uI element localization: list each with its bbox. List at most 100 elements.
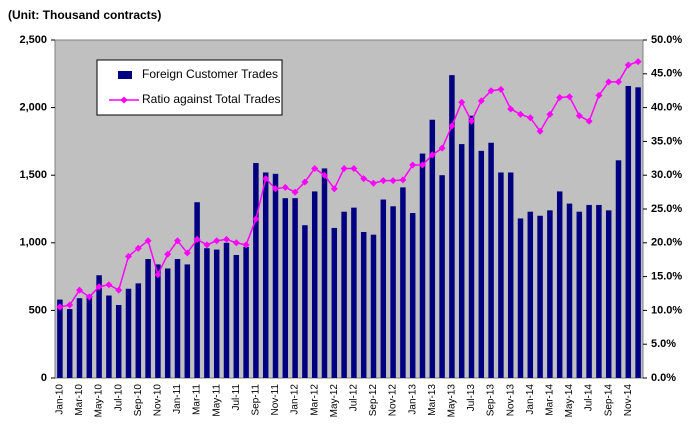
line-marker: [409, 161, 417, 169]
x-tick-label: Jul-12: [349, 384, 360, 412]
x-tick-label: Sep-12: [368, 384, 379, 417]
line-marker: [330, 185, 338, 193]
y2-tick-label: 15.0%: [651, 271, 682, 283]
line-marker: [615, 78, 622, 86]
x-tick-label: Nov-12: [388, 384, 399, 417]
bar: [125, 288, 132, 378]
legend-box: [96, 59, 283, 116]
bar: [615, 160, 622, 378]
line-marker: [223, 235, 230, 243]
line-marker: [85, 293, 93, 301]
x-tick-label: Mar-12: [309, 384, 320, 416]
line-marker: [517, 110, 524, 118]
line-marker: [487, 87, 495, 95]
y2-tick-label: 45.0%: [651, 68, 682, 80]
line-marker: [566, 93, 573, 101]
bar: [527, 211, 534, 378]
y-tick-label: 0: [41, 372, 47, 384]
y2-tick-label: 40.0%: [651, 102, 682, 114]
bar: [478, 150, 485, 378]
bar: [488, 142, 494, 378]
line-marker: [174, 237, 181, 245]
line-marker: [125, 252, 132, 260]
line-marker: [507, 105, 515, 113]
bar: [155, 264, 161, 378]
line-marker: [448, 122, 456, 130]
line-marker: [66, 301, 74, 309]
line-marker: [458, 98, 466, 106]
line-marker: [311, 164, 319, 172]
bar: [223, 242, 230, 378]
bar: [360, 231, 367, 378]
line-marker: [585, 117, 593, 125]
line-marker: [56, 303, 64, 311]
line-marker: [183, 249, 191, 257]
line-marker: [624, 61, 632, 69]
line-marker: [389, 177, 397, 185]
line-marker: [262, 175, 270, 183]
line-marker: [321, 171, 328, 179]
bar: [498, 172, 504, 378]
line-marker: [526, 114, 534, 122]
line-marker: [213, 237, 221, 245]
line-marker: [556, 93, 564, 101]
bar: [390, 206, 396, 378]
x-tick-label: Sep-11: [251, 384, 262, 416]
bar: [86, 295, 93, 378]
bar: [106, 295, 112, 378]
bar: [458, 144, 465, 378]
line-marker: [252, 215, 260, 223]
x-tick-label: Mar-14: [545, 384, 556, 416]
line-marker: [360, 175, 368, 183]
x-tick-label: Jan-10: [55, 384, 66, 415]
line-marker: [477, 97, 485, 105]
line-marker: [634, 58, 642, 66]
line-marker: [595, 91, 603, 99]
bar: [213, 249, 220, 378]
line-marker: [154, 271, 162, 279]
x-tick-label: Sep-13: [486, 384, 497, 417]
line-marker: [272, 185, 279, 193]
line-marker: [105, 281, 113, 289]
y2-tick-label: 5.0%: [651, 338, 676, 350]
y-tick-label: 2,500: [19, 34, 47, 46]
line-marker: [301, 178, 309, 186]
line-marker: [340, 164, 348, 172]
bar: [596, 204, 602, 378]
line-marker: [203, 241, 211, 249]
line-marker: [281, 183, 289, 191]
line-marker: [95, 283, 103, 291]
x-tick-label: Mar-10: [74, 384, 85, 416]
line-marker: [291, 188, 299, 196]
x-tick-label: Jan-14: [525, 384, 536, 415]
bar: [331, 227, 338, 378]
bar: [449, 75, 455, 378]
bar: [282, 198, 289, 378]
bar: [507, 172, 514, 378]
y2-tick-label: 25.0%: [651, 203, 682, 215]
bar: [547, 210, 553, 378]
x-tick-label: May-11: [211, 384, 222, 417]
y-tick-label: 2,000: [19, 102, 47, 114]
x-tick-label: Nov-14: [623, 384, 634, 417]
line-marker: [134, 244, 142, 252]
x-tick-label: Sep-14: [603, 384, 614, 417]
bar: [439, 175, 445, 378]
line-marker: [468, 117, 475, 125]
legend-label: Foreign Customer Trades: [142, 67, 278, 81]
bar: [76, 298, 83, 378]
legend-swatch: [118, 71, 132, 79]
bar: [635, 87, 641, 378]
bar: [164, 268, 171, 378]
y-tick-label: 1,000: [19, 237, 47, 249]
y2-tick-label: 20.0%: [651, 237, 682, 249]
unit-label: (Unit: Thousand contracts): [8, 8, 161, 22]
x-tick-label: Jan-13: [407, 384, 418, 415]
line-marker: [232, 239, 240, 247]
bar: [517, 218, 524, 378]
bar: [566, 203, 573, 378]
bar: [537, 215, 543, 378]
line-marker: [242, 241, 250, 249]
bar: [243, 246, 249, 378]
x-tick-label: Jan-12: [290, 384, 301, 415]
